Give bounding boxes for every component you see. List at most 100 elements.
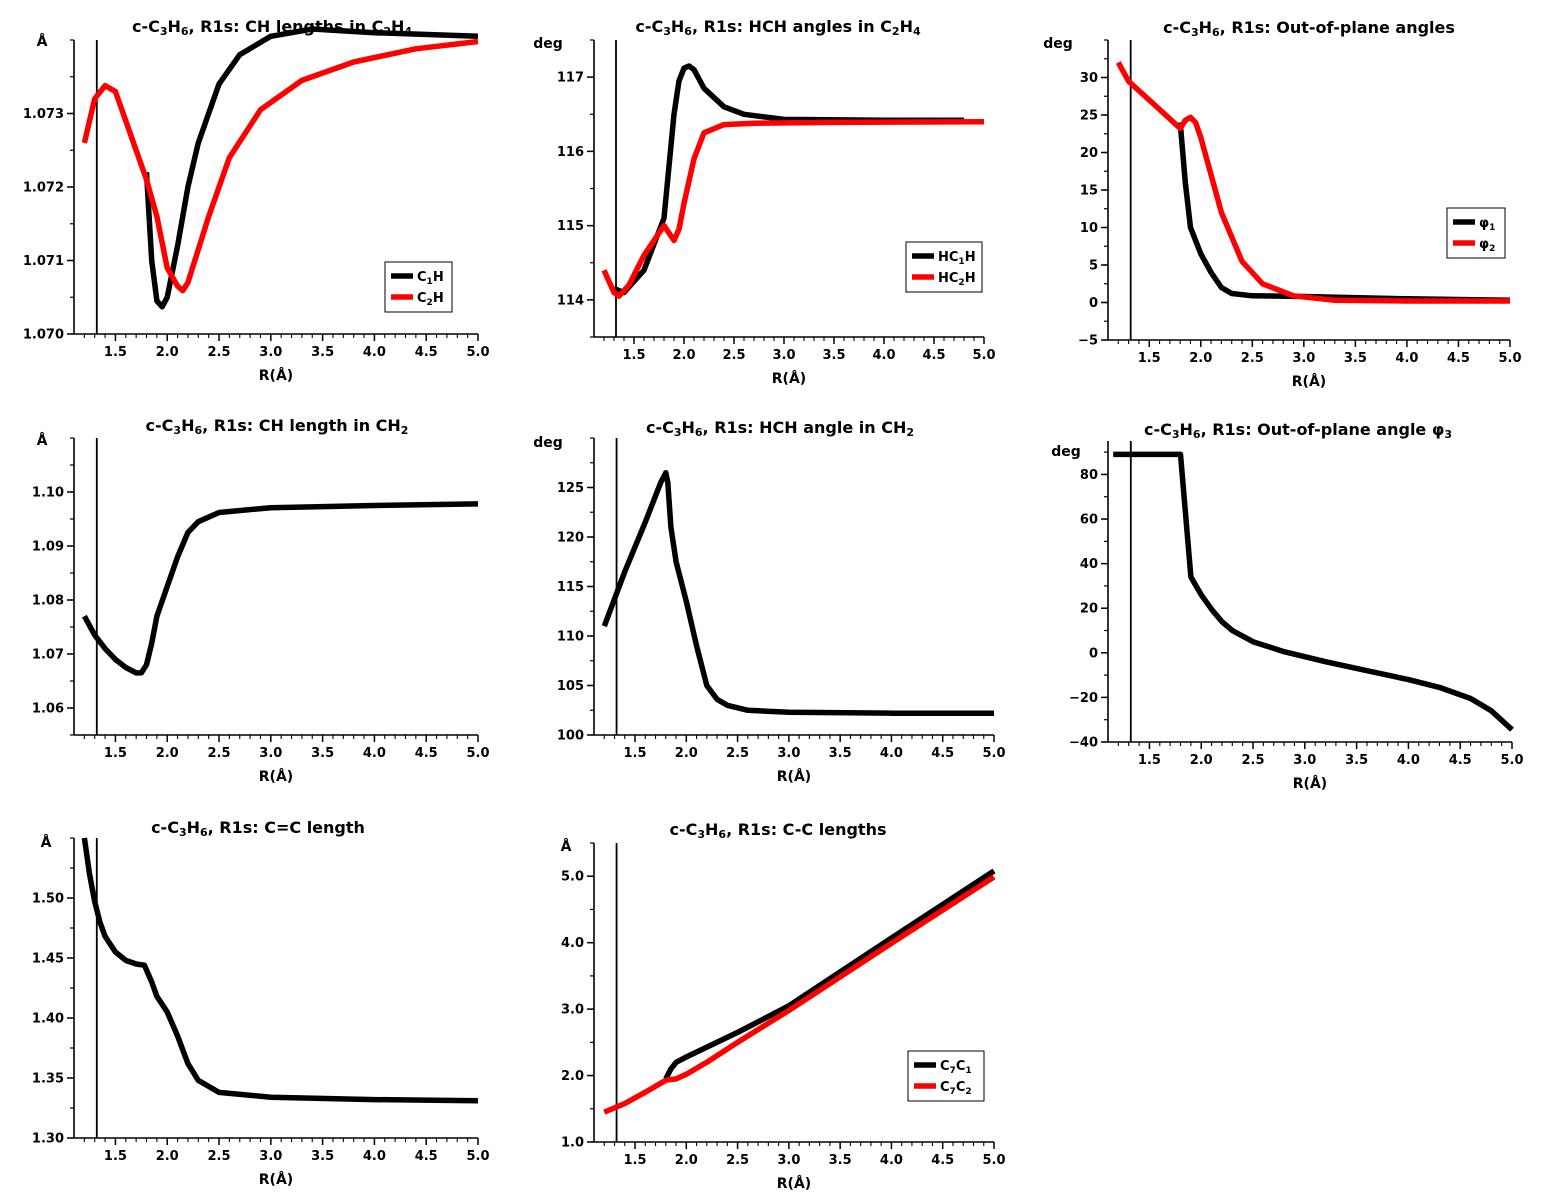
text-segment: HC [938, 271, 958, 286]
y-tick-label: −20 [1069, 691, 1098, 706]
x-tick-label: 3.5 [829, 746, 852, 761]
x-tick-label: 4.5 [1447, 351, 1470, 366]
y-axis-unit-label: Å [41, 834, 52, 851]
text-segment: c-C [1144, 420, 1172, 439]
y-tick-label: 1.07 [32, 648, 64, 663]
x-tick-label: 1.5 [622, 348, 645, 363]
legend-label: φ1 [1479, 216, 1495, 233]
subscript-text: 3 [674, 426, 682, 439]
x-tick-label: 5.0 [1500, 753, 1523, 768]
subscript-text: 2 [892, 25, 900, 38]
x-tick-label: 4.5 [922, 348, 945, 363]
subscript-text: 3 [663, 25, 671, 38]
y-tick-label: 40 [1080, 557, 1098, 572]
chart-panel-8: c-C3H6, R1s: C-C lengths Å 1.0 2.0 3.0 4.0 5.0… [561, 820, 1006, 1192]
y-tick-label: 2.0 [561, 1069, 584, 1084]
legend-box [905, 241, 983, 293]
text-segment: c-C [146, 416, 174, 435]
y-axis-unit-label: deg [1043, 36, 1073, 52]
y-tick-label: 105 [557, 679, 584, 694]
subscript-text: 3 [697, 828, 705, 841]
text-segment: c-C [132, 17, 160, 36]
x-tick-label: 3.0 [777, 746, 800, 761]
x-tick-label: 2.5 [208, 345, 231, 360]
x-tick-label: 3.5 [822, 348, 845, 363]
legend: C1H C2H [384, 261, 453, 313]
subscript-text: 1 [965, 1066, 971, 1076]
text-segment: , R1s: HCH angles in C [692, 17, 892, 36]
x-tick-label: 2.5 [726, 746, 749, 761]
x-tick-label: 4.5 [415, 345, 438, 360]
x-tick-label: 4.5 [931, 746, 954, 761]
chart-title: c-C3H6, R1s: Out-of-plane angle φ3 [1144, 420, 1452, 441]
y-tick-label: 120 [557, 531, 584, 546]
text-segment: H [187, 818, 200, 837]
subscript-text: 4 [913, 25, 921, 38]
x-tick-label: 3.0 [772, 348, 795, 363]
y-axis-unit-label: deg [1051, 444, 1081, 460]
y-tick-label: 1.45 [32, 952, 64, 967]
series-line-2 [601, 118, 985, 299]
subscript-text: 3 [1191, 26, 1199, 39]
legend-label: C1H [417, 270, 444, 287]
x-tick-label: 4.5 [415, 1149, 438, 1164]
chart-title: c-C3H6, R1s: C=C length [151, 818, 365, 839]
legend-box [384, 261, 453, 313]
text-segment: C [956, 1080, 966, 1095]
x-tick-label: 2.5 [722, 348, 745, 363]
y-tick-label: 1.08 [32, 594, 64, 609]
x-tick-label: 3.5 [311, 345, 334, 360]
text-segment: H [1180, 420, 1193, 439]
x-tick-label: 3.5 [311, 746, 334, 761]
chart-title: c-C3H6, R1s: HCH angle in CH2 [646, 418, 914, 439]
x-tick-label: 5.0 [972, 348, 995, 363]
x-tick-label: 5.0 [466, 1149, 489, 1164]
subscript-text: 7 [950, 1066, 956, 1076]
y-axis-unit-label: deg [533, 36, 563, 52]
y-tick-label: 1.06 [32, 702, 64, 717]
series-line-2 [1115, 61, 1510, 304]
y-tick-label: 20 [1080, 146, 1098, 161]
text-segment: H [671, 17, 684, 36]
subscript-text: 1 [427, 277, 433, 287]
series-line-1 [1113, 451, 1514, 732]
legend-label: HC2H [938, 271, 976, 288]
series-line-1 [81, 501, 479, 676]
y-tick-label: 60 [1080, 513, 1098, 528]
x-axis-label: R(Å) [259, 1171, 293, 1188]
x-tick-label: 2.5 [1241, 351, 1264, 366]
subscript-text: 3 [173, 424, 181, 437]
subscript-text: 2 [958, 278, 964, 288]
y-tick-label: 20 [1080, 602, 1098, 617]
x-tick-label: 3.5 [1344, 351, 1367, 366]
chart-panel-2: c-C3H6, R1s: HCH angles in C2H4deg114115… [533, 17, 995, 387]
y-tick-label: 10 [1080, 221, 1098, 236]
text-segment: c-C [635, 17, 663, 36]
x-tick-label: 4.5 [415, 746, 438, 761]
x-tick-label: 3.5 [1345, 753, 1368, 768]
x-tick-label: 4.0 [363, 1149, 386, 1164]
y-tick-label: 5.0 [561, 870, 584, 885]
text-segment: c-C [1163, 18, 1191, 37]
chart-panel-4: c-C3H6, R1s: CH length in CH2 Å 1.06 1.07 1.… [32, 416, 490, 785]
text-segment: C [940, 1059, 950, 1074]
subscript-text: 6 [194, 424, 202, 437]
text-segment: H [181, 416, 194, 435]
text-segment: H [1199, 18, 1212, 37]
x-tick-label: 3.0 [777, 1153, 800, 1168]
legend-label: C2H [417, 291, 444, 308]
legend-label: C7C2 [940, 1080, 972, 1097]
subscript-text: 2 [401, 424, 409, 437]
x-tick-label: 5.0 [982, 746, 1005, 761]
x-axis-label: R(Å) [1293, 775, 1327, 792]
x-axis-label: R(Å) [259, 367, 293, 384]
text-segment: C [417, 291, 427, 306]
x-tick-label: 1.5 [104, 746, 127, 761]
y-tick-label: 1.070 [23, 328, 64, 343]
x-tick-label: 1.5 [1138, 753, 1161, 768]
subscript-text: 6 [200, 826, 208, 839]
subscript-text: 7 [950, 1087, 956, 1097]
subscript-text: 1 [958, 257, 964, 267]
x-tick-label: 5.0 [982, 1153, 1005, 1168]
series-line-2 [603, 874, 996, 1115]
